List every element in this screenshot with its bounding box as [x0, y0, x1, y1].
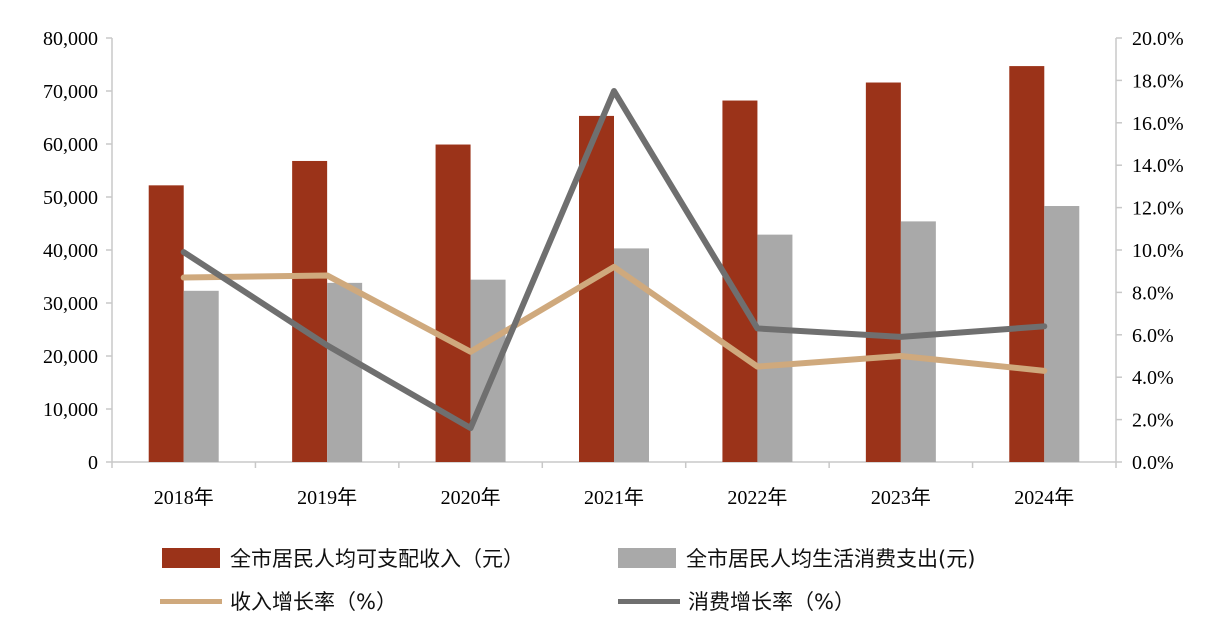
left-tick-label: 10,000: [43, 399, 98, 421]
expense-bar: [1044, 206, 1080, 462]
left-tick-label: 0: [88, 452, 98, 474]
right-tick-label: 0.0%: [1132, 452, 1174, 474]
left-tick-label: 30,000: [43, 293, 98, 315]
x-tick-label: 2018年: [154, 486, 214, 509]
x-tick-label: 2020年: [441, 486, 501, 509]
x-tick-label: 2019年: [297, 486, 357, 509]
right-tick-label: 12.0%: [1132, 198, 1184, 220]
x-tick-label: 2021年: [584, 486, 644, 509]
income-bar: [1009, 66, 1045, 462]
expense-bar: [327, 282, 363, 462]
x-tick-label: 2022年: [727, 486, 787, 509]
income-bar: [865, 82, 901, 463]
right-tick-label: 10.0%: [1132, 240, 1184, 262]
right-tick-label: 18.0%: [1132, 70, 1184, 92]
left-tick-label: 70,000: [43, 81, 98, 103]
right-tick-label: 6.0%: [1132, 325, 1174, 347]
right-tick-label: 20.0%: [1132, 28, 1184, 50]
left-tick-label: 80,000: [43, 28, 98, 50]
right-tick-label: 14.0%: [1132, 155, 1184, 177]
tick-labels: 0 10,000 20,000 30,000 40,000 50,000 60,000 70,…: [43, 28, 1184, 509]
left-tick-label: 40,000: [43, 240, 98, 262]
income-bar: [292, 160, 328, 462]
income-bar: [148, 185, 184, 462]
expense-bar: [470, 279, 506, 462]
expense-bar: [183, 290, 219, 462]
income-bar: [579, 115, 614, 462]
left-tick-label: 20,000: [43, 346, 98, 368]
left-tick-label: 60,000: [43, 134, 98, 156]
right-tick-label: 2.0%: [1132, 410, 1174, 432]
right-tick-label: 4.0%: [1132, 367, 1174, 389]
expense-bar: [757, 234, 793, 462]
x-tick-label: 2023年: [871, 486, 931, 509]
x-tick-label: 2024年: [1014, 486, 1074, 509]
expense-bar: [900, 221, 936, 462]
left-tick-label: 50,000: [43, 187, 98, 209]
right-tick-label: 16.0%: [1132, 113, 1184, 135]
lines: [180, 88, 1048, 432]
right-tick-label: 8.0%: [1132, 282, 1174, 304]
